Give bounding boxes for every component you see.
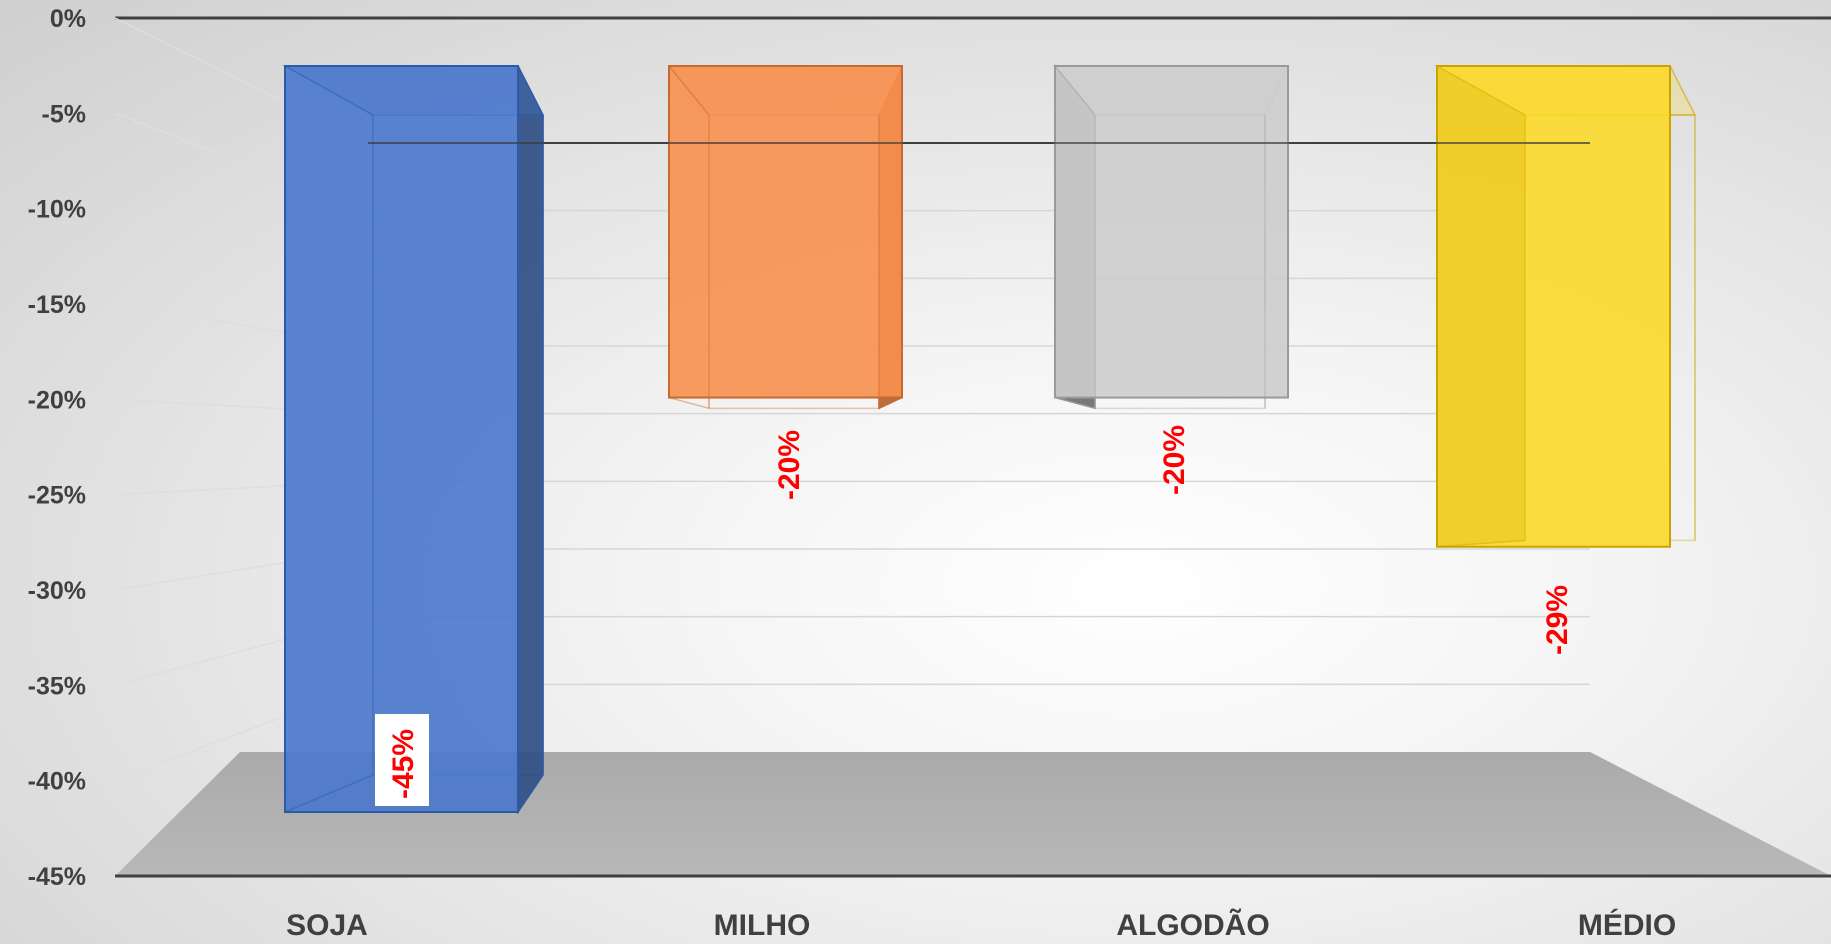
bars-layer	[285, 66, 1695, 812]
bar-front-face	[285, 66, 518, 812]
data-label: -20%	[773, 430, 806, 500]
data-label-text: -45%	[387, 729, 420, 799]
bar-front-face	[1437, 66, 1670, 547]
data-labels: -45% -20% -20% -29%	[375, 425, 1574, 806]
data-label-text: -29%	[1541, 585, 1574, 655]
bar-médio	[1437, 66, 1695, 547]
bar-front-face	[669, 66, 902, 398]
bar-edge	[669, 398, 709, 409]
x-tick-label: SOJA	[286, 909, 368, 942]
y-tick-label: -25%	[28, 482, 86, 510]
y-tick-label: -30%	[28, 577, 86, 605]
data-label-text: -20%	[773, 430, 806, 500]
data-label: -20%	[1158, 425, 1191, 495]
data-label: -45%	[375, 714, 429, 806]
y-axis: 0% -5% -10% -15% -20% -25% -30% -35% -40% -45%	[28, 5, 86, 891]
bar-milho	[669, 66, 902, 408]
bar-soja	[285, 66, 543, 812]
y-tick-label: 0%	[50, 5, 86, 33]
y-tick-label: -40%	[28, 768, 86, 796]
x-tick-label: ALGODÃO	[1116, 908, 1269, 942]
bar-algodão	[1055, 66, 1288, 408]
y-tick-label: -15%	[28, 291, 86, 319]
y-tick-label: -45%	[28, 863, 86, 891]
y-tick-label: -35%	[28, 672, 86, 700]
y-tick-label: -20%	[28, 386, 86, 414]
y-tick-label: -5%	[42, 100, 86, 128]
x-tick-label: MILHO	[714, 909, 811, 942]
x-tick-label: MÉDIO	[1578, 908, 1676, 942]
bar-side-face	[518, 66, 543, 812]
y-tick-label: -10%	[28, 196, 86, 224]
data-label-text: -20%	[1158, 425, 1191, 495]
x-axis: SOJA MILHO ALGODÃO MÉDIO	[286, 908, 1676, 942]
data-label: -29%	[1541, 585, 1574, 655]
bar-front-face	[1055, 66, 1288, 398]
